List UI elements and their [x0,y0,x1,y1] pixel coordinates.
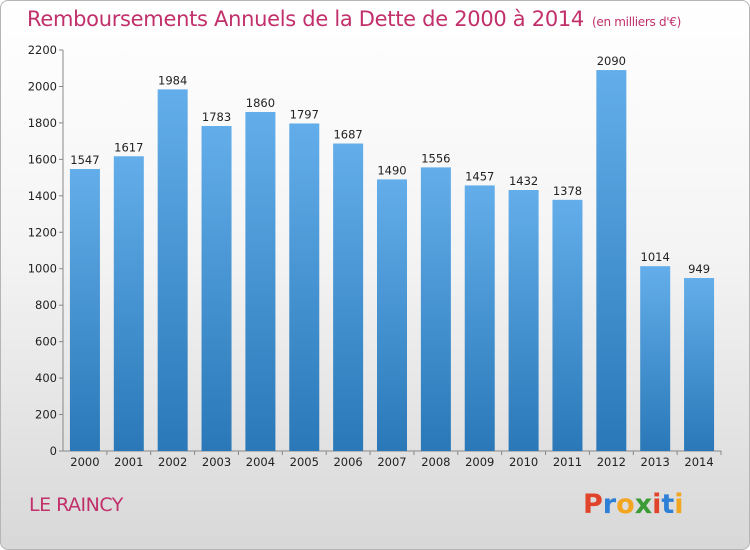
x-tick-label: 2012 [597,455,626,469]
value-label: 1783 [202,110,231,124]
bar-2009 [464,185,495,451]
x-tick-label: 2013 [641,455,670,469]
logo-letter: x [634,489,653,520]
value-label: 1378 [553,184,582,198]
logo-letter: t [661,489,675,520]
x-tick-label: 2008 [421,455,450,469]
y-tick-label: 600 [35,335,57,349]
logo-letter: i [652,489,662,520]
logo-letter: P [583,489,603,520]
bar-2004 [245,111,276,452]
y-tick-label: 800 [35,298,57,312]
value-label: 949 [688,262,710,276]
value-label: 1490 [377,163,406,177]
bar-2001 [113,156,144,451]
bar-2013 [640,266,671,451]
chart-title: Remboursements Annuels de la Dette de 20… [27,7,681,31]
value-label: 1556 [421,151,450,165]
x-tick-label: 2011 [553,455,582,469]
logo-letter: i [674,489,684,520]
value-label: 1457 [465,169,494,183]
bar-2008 [420,167,451,451]
logo-letter: r [602,489,617,520]
title-unit: (en milliers d'€) [592,15,682,29]
value-label: 1984 [158,73,187,87]
bar-2002 [157,89,188,451]
x-tick-label: 2003 [202,455,231,469]
value-label: 1687 [333,128,362,142]
y-tick-label: 1400 [28,189,57,203]
y-tick-label: 1600 [28,152,57,166]
x-tick-label: 2007 [377,455,406,469]
labels-group: 1547 2000 1617 2001 1984 2002 1783 2003 1860 2004… [70,54,713,469]
value-label: 1432 [509,174,538,188]
y-tick-label: 0 [50,444,57,458]
bar-2010 [508,189,539,451]
x-tick-label: 2009 [465,455,494,469]
value-label: 1547 [70,153,99,167]
bar-2006 [333,143,364,451]
y-tick-label: 2200 [28,43,57,57]
value-label: 1797 [290,107,319,121]
bar-2005 [289,123,320,452]
x-tick-label: 2004 [246,455,275,469]
title-text: Remboursements Annuels de la Dette de 20… [27,7,584,31]
logo-letter: o [616,489,635,520]
y-tick-label: 200 [35,408,57,422]
y-tick-label: 2000 [28,79,57,93]
proxiti-logo[interactable]: Proxiti [583,489,684,520]
x-tick-label: 2001 [114,455,143,469]
x-tick-label: 2010 [509,455,538,469]
x-tick-label: 2002 [158,455,187,469]
bar-2003 [201,126,232,452]
bar-2007 [377,179,407,451]
city-name: LE RAINCY [29,494,123,516]
y-tick-label: 1200 [28,225,57,239]
value-label: 1014 [641,250,670,264]
value-label: 2090 [597,54,626,68]
x-tick-label: 2014 [684,455,713,469]
x-tick-label: 2006 [333,455,362,469]
bar-2012 [596,70,627,452]
y-tick-label: 1000 [28,262,57,276]
bar-2000 [69,169,100,451]
y-tick-label: 400 [35,371,57,385]
chart-axes: 0 200 400 600 800 1000 1200 1400 1600 1800 2000 220… [28,43,722,458]
y-tick-label: 1800 [28,116,57,130]
bar-2011 [552,199,583,451]
bar-2014 [684,278,715,451]
bars-group [69,70,715,452]
x-tick-label: 2005 [290,455,319,469]
x-tick-label: 2000 [70,455,99,469]
value-label: 1860 [246,96,275,110]
value-label: 1617 [114,140,143,154]
